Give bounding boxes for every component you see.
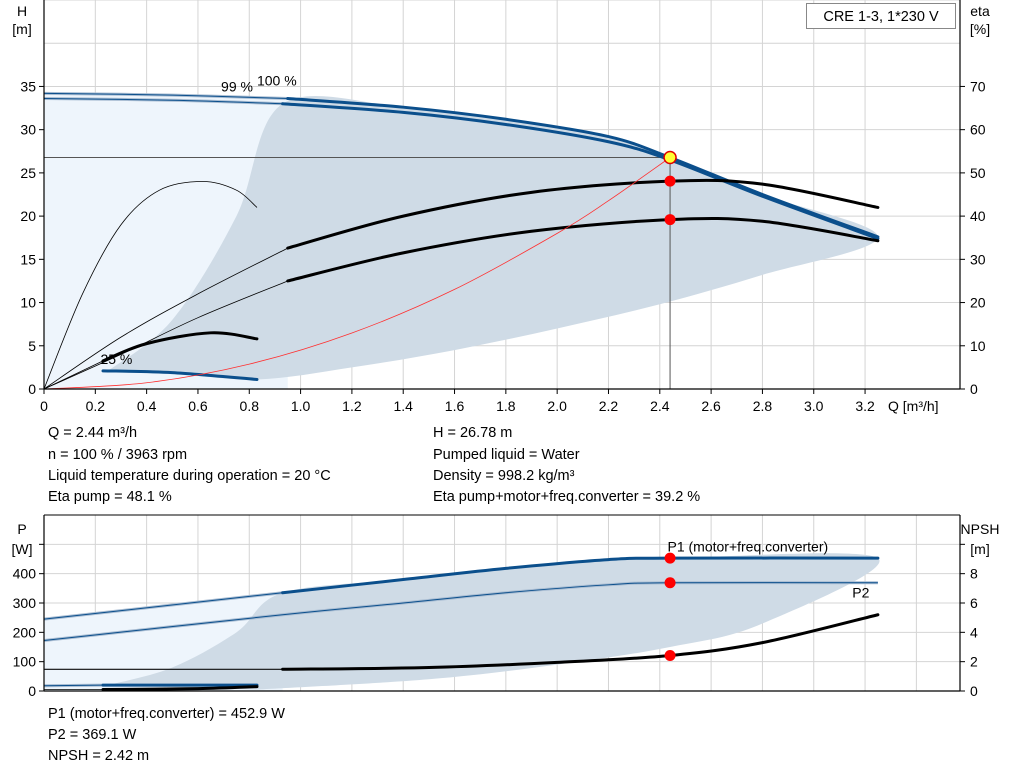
x-tick-label: 0.6 (188, 398, 208, 414)
info-p1: P1 (motor+freq.converter) = 452.9 W (48, 706, 285, 722)
x-tick-label: 3.2 (855, 398, 875, 414)
info-p2: P2 = 369.1 W (48, 727, 137, 743)
duty-point-eta-total (664, 214, 676, 226)
head-y-left-tick-label: 15 (20, 251, 36, 267)
head-curve-1 (281, 102, 880, 241)
head-curve-7-thin (43, 157, 671, 390)
power-operating-range (108, 553, 880, 690)
head-curve-2 (101, 369, 259, 381)
head-curve-0-thin (43, 92, 288, 100)
power-curve-4 (101, 685, 259, 692)
info-temperature: Liquid temperature during operation = 20… (48, 468, 331, 484)
power-y-left-unit: [W] (12, 541, 33, 557)
head-curve-4-thin (43, 280, 288, 390)
head-y-right-tick-label: 30 (970, 251, 986, 267)
x-tick-label: 0.2 (86, 398, 106, 414)
curve-label: 25 % (100, 351, 132, 367)
head-y-right-tick-label: 20 (970, 295, 986, 311)
power-y-left-tick-label: 100 (13, 654, 37, 670)
info-eta-total: Eta pump+motor+freq.converter = 39.2 % (433, 489, 701, 505)
head-y-right-tick-label: 60 (970, 122, 986, 138)
curve-label: 99 % (221, 79, 253, 95)
power-y-right-tick-label: 4 (970, 624, 978, 640)
info-npsh: NPSH = 2.42 m (48, 748, 150, 764)
power-curve-2 (281, 613, 880, 671)
head-y-left-tick-label: 30 (20, 122, 36, 138)
x-tick-label: 2.2 (599, 398, 619, 414)
head-curve-3-thin (43, 247, 288, 390)
duty-point-npsh (664, 650, 676, 662)
head-curve-0 (286, 97, 880, 239)
x-tick-label: 2.8 (753, 398, 773, 414)
x-tick-label: 1.0 (291, 398, 311, 414)
power-y-left-tick-label: 400 (13, 566, 37, 582)
head-y-right-tick-label: 40 (970, 208, 986, 224)
head-y-left-tick-label: 20 (20, 208, 36, 224)
head-y-left-tick-label: 35 (20, 78, 36, 94)
x-axis-label: Q [m³/h] (888, 398, 939, 414)
duty-point-eta-pump (664, 175, 676, 187)
power-y-right-tick-label: 2 (970, 654, 978, 670)
x-tick-label: 1.4 (393, 398, 413, 414)
head-y-left-unit: [m] (12, 21, 31, 37)
head-curve-6-thin (43, 360, 104, 390)
head-y-left-tick-label: 10 (20, 295, 36, 311)
head-curve-3 (286, 178, 880, 250)
info-speed: n = 100 % / 3963 rpm (48, 447, 188, 463)
x-tick-label: 1.6 (445, 398, 465, 414)
power-y-left-title: P (17, 521, 26, 537)
power-curve-3-thin (43, 684, 104, 687)
head-curve-6 (101, 331, 259, 363)
x-tick-label: 0 (40, 398, 48, 414)
power-y-left-tick-label: 200 (13, 624, 37, 640)
duty-point-p1 (664, 552, 676, 564)
power-y-left-tick-label: 0 (28, 683, 36, 699)
info-flow: Q = 2.44 m³/h (48, 425, 138, 441)
legend-box: CRE 1-3, 1*230 V (806, 3, 956, 29)
x-tick-label: 0.8 (240, 398, 260, 414)
head-y-left-title: H (17, 3, 27, 19)
curve-label: 100 % (257, 73, 297, 89)
head-curve-5-thin (43, 181, 258, 390)
head-y-left-tick-label: 25 (20, 165, 36, 181)
x-tick-label: 1.2 (342, 398, 362, 414)
x-tick-label: 2.6 (701, 398, 721, 414)
info-liquid: Pumped liquid = Water (433, 447, 580, 463)
power-curve-1-thin (43, 582, 878, 642)
series-label-p1: P1 (motor+freq.converter) (667, 539, 828, 555)
x-tick-label: 0.4 (137, 398, 157, 414)
series-label-p2: P2 (852, 585, 869, 601)
info-density: Density = 998.2 kg/m³ (433, 468, 575, 484)
power-y-left-tick-label: 300 (13, 595, 37, 611)
head-curve-1-thin (43, 98, 283, 105)
x-tick-label: 3.0 (804, 398, 824, 414)
head-y-right-unit: [%] (970, 21, 990, 37)
head-y-right-tick-label: 70 (970, 78, 986, 94)
head-curve-4 (286, 216, 880, 283)
x-tick-label: 2.4 (650, 398, 670, 414)
head-y-right-tick-label: 50 (970, 165, 986, 181)
head-y-right-title: eta (970, 3, 990, 19)
info-head: H = 26.78 m (433, 425, 513, 441)
duty-point-head (663, 150, 677, 165)
head-y-right-tick-label: 10 (970, 338, 986, 354)
power-curve-0 (281, 556, 880, 595)
power-curve-0-thin (43, 592, 283, 620)
info-eta-pump: Eta pump = 48.1 % (48, 489, 172, 505)
x-tick-label: 2.0 (547, 398, 567, 414)
duty-point-p2 (664, 577, 676, 589)
head-y-right-tick-label: 0 (970, 381, 978, 397)
head-y-left-tick-label: 0 (28, 381, 36, 397)
power-y-right-tick-label: 6 (970, 595, 978, 611)
power-y-right-unit: [m] (970, 541, 989, 557)
head-y-left-tick-label: 5 (28, 338, 36, 354)
x-tick-label: 1.8 (496, 398, 516, 414)
power-y-right-title: NPSH (961, 521, 1000, 537)
power-y-right-tick-label: 0 (970, 683, 978, 699)
power-y-right-tick-label: 8 (970, 566, 978, 582)
